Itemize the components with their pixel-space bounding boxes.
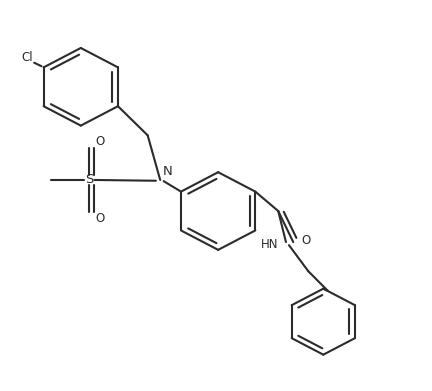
- Text: Cl: Cl: [21, 50, 33, 63]
- Text: O: O: [96, 135, 105, 148]
- Text: O: O: [301, 234, 310, 247]
- Text: HN: HN: [261, 237, 278, 251]
- Text: O: O: [96, 212, 105, 225]
- Text: N: N: [162, 165, 172, 178]
- Text: S: S: [85, 174, 94, 187]
